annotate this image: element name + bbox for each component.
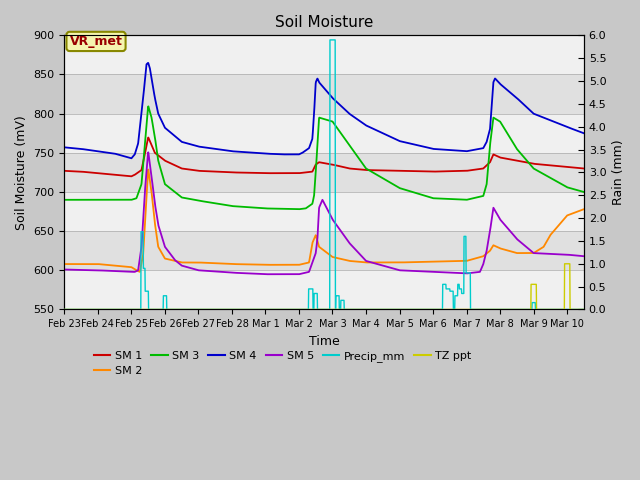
Y-axis label: Soil Moisture (mV): Soil Moisture (mV) [15,115,28,230]
Bar [65,74,584,114]
Bar [65,231,584,270]
Legend: SM 1, SM 2, SM 3, SM 4, SM 5, Precip_mm, TZ ppt: SM 1, SM 2, SM 3, SM 4, SM 5, Precip_mm,… [89,346,476,381]
Bar [65,36,584,74]
X-axis label: Time: Time [308,335,339,348]
Bar [65,114,584,153]
Text: VR_met: VR_met [70,35,122,48]
Bar [65,192,584,231]
Title: Soil Moisture: Soil Moisture [275,15,373,30]
Bar [65,270,584,310]
Y-axis label: Rain (mm): Rain (mm) [612,140,625,205]
Bar [65,153,584,192]
